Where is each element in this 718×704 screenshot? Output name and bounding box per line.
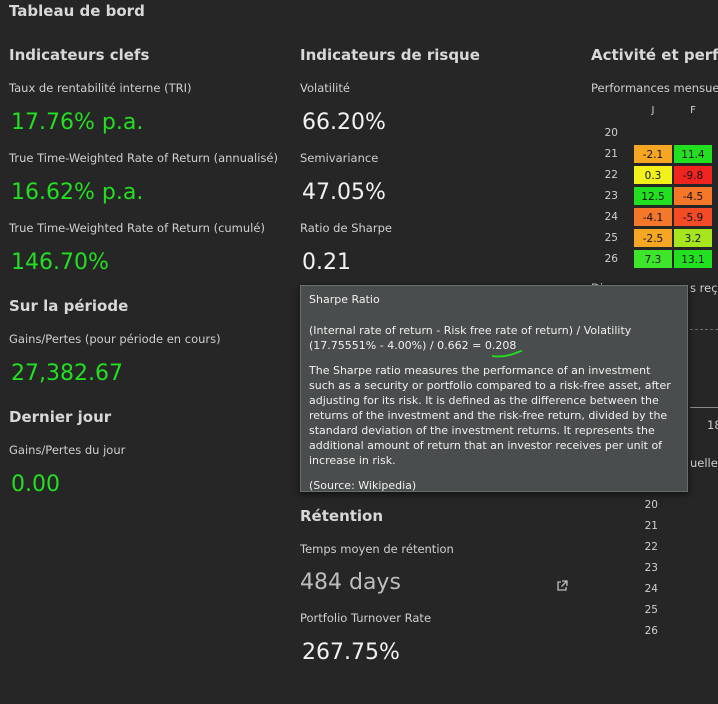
year-label: 25 <box>604 231 618 244</box>
external-link-icon[interactable] <box>556 577 568 596</box>
annual-year-label: 22 <box>644 541 658 553</box>
heatmap-row: 23 12.5 -4.5 <box>596 185 713 206</box>
period-gains-value: 27,382.67 <box>11 361 123 386</box>
key-indicators-title: Indicateurs clefs <box>9 46 150 64</box>
year-label: 22 <box>604 168 618 181</box>
tooltip-formula: (Internal rate of return - Risk free rat… <box>309 324 632 337</box>
heatmap-row: 22 0.3 -9.8 <box>596 164 713 185</box>
heatmap-cell[interactable]: 0.3 <box>633 164 673 185</box>
chart-axis <box>690 407 718 408</box>
heatmap-cell[interactable]: 12.5 <box>633 185 673 206</box>
risk-title: Indicateurs de risque <box>300 46 480 64</box>
dividends-label-suffix: s reçu <box>690 281 718 295</box>
heatmap-cell[interactable]: 7.3 <box>633 248 673 269</box>
page-title: Tableau de bord <box>9 2 145 20</box>
heatmap-cell[interactable]: -2.1 <box>633 143 673 164</box>
month-headers: J F <box>633 105 713 116</box>
heatmap-row: 25 -2.5 3.2 <box>596 227 713 248</box>
avg-retention-value: 484 days <box>300 570 401 595</box>
tooltip-description: The Sharpe ratio measures the performanc… <box>309 364 671 467</box>
period-title: Sur la période <box>9 297 129 315</box>
ttwror-cumulative-label: True Time-Weighted Rate of Return (cumul… <box>9 221 265 235</box>
month-header: J <box>651 105 655 116</box>
annual-year-list: 20 21 22 23 24 25 26 <box>636 498 658 645</box>
heatmap-cell[interactable]: 11.4 <box>673 143 713 164</box>
avg-retention-label: Temps moyen de rétention <box>300 542 454 556</box>
ttwror-cumulative-value: 146.70% <box>11 250 109 275</box>
year-label: 26 <box>604 252 618 265</box>
retention-title: Rétention <box>300 507 384 525</box>
highlight-squiggle <box>491 350 523 358</box>
last-day-label: Gains/Pertes du jour <box>9 443 126 457</box>
heatmap-cell[interactable]: -9.8 <box>673 164 713 185</box>
monthly-heatmap: 20 21 -2.1 11.4 22 0.3 -9.8 23 12.5 -4.5 24 -4.1 -5.… <box>596 122 713 269</box>
heatmap-cell[interactable]: -4.1 <box>633 206 673 227</box>
sharpe-ratio-tooltip: Sharpe Ratio (Internal rate of return - … <box>300 285 688 492</box>
tooltip-title: Sharpe Ratio <box>309 293 380 306</box>
year-label: 23 <box>604 189 618 202</box>
annual-year-label: 23 <box>644 562 658 574</box>
volatility-label: Volatilité <box>300 81 350 95</box>
annual-year-label: 24 <box>644 583 658 595</box>
annual-year-label: 21 <box>644 520 658 532</box>
turnover-value: 267.75% <box>302 640 400 665</box>
annual-year-label: 25 <box>644 604 658 616</box>
last-day-value: 0.00 <box>11 472 60 497</box>
year-label: 24 <box>604 210 618 223</box>
semivariance-label: Semivariance <box>300 151 379 165</box>
heatmap-cell[interactable]: -2.5 <box>633 227 673 248</box>
annual-year-label: 20 <box>644 499 658 511</box>
heatmap-row: 26 7.3 13.1 <box>596 248 713 269</box>
heatmap-cell[interactable]: -5.9 <box>673 206 713 227</box>
year-label: 21 <box>604 147 618 160</box>
ttwror-annualized-value: 16.62% p.a. <box>11 180 144 205</box>
annual-year-label: 26 <box>644 625 658 637</box>
irr-label: Taux de rentabilité interne (TRI) <box>9 81 192 95</box>
heatmap-row: 21 -2.1 11.4 <box>596 143 713 164</box>
ttwror-annualized-label: True Time-Weighted Rate of Return (annua… <box>9 151 278 165</box>
period-gains-label: Gains/Pertes (pour période en cours) <box>9 332 221 346</box>
volatility-value: 66.20% <box>302 110 386 135</box>
heatmap-row: 20 <box>596 122 713 143</box>
year-label: 20 <box>604 126 618 139</box>
sharpe-label: Ratio de Sharpe <box>300 221 392 235</box>
activity-title: Activité et perfor <box>591 46 718 64</box>
heatmap-cell[interactable]: 3.2 <box>673 227 713 248</box>
heatmap-row: 24 -4.1 -5.9 <box>596 206 713 227</box>
heatmap-cell[interactable]: -4.5 <box>673 185 713 206</box>
annual-label-suffix: uelles <box>690 456 718 470</box>
sharpe-value[interactable]: 0.21 <box>302 250 351 275</box>
monthly-performance-label: Performances mensuelle <box>591 81 718 95</box>
irr-value: 17.76% p.a. <box>11 110 144 135</box>
month-header: F <box>690 105 696 116</box>
tooltip-calculation: (17.75551% - 4.00%) / 0.662 = 0.208 <box>309 339 517 352</box>
chart-gridline <box>690 329 718 330</box>
chart-axis-tick: 18 <box>707 418 718 432</box>
semivariance-value: 47.05% <box>302 180 386 205</box>
last-day-title: Dernier jour <box>9 408 112 426</box>
tooltip-source: (Source: Wikipedia) <box>309 479 417 492</box>
turnover-label: Portfolio Turnover Rate <box>300 611 432 625</box>
heatmap-cell[interactable]: 13.1 <box>673 248 713 269</box>
